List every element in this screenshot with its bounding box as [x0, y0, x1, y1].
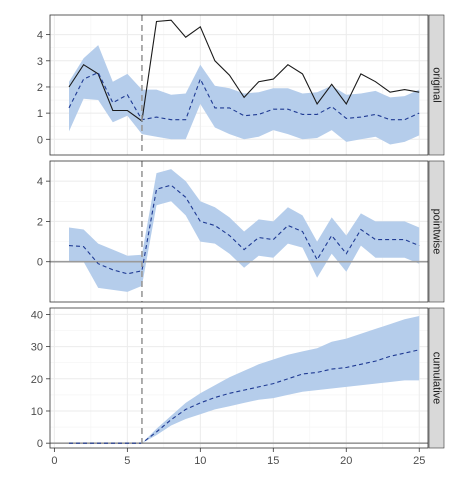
- y-tick-label: 20: [31, 374, 43, 386]
- panel-original-strip-label: original: [431, 67, 443, 102]
- panel-cumulative-strip: [428, 307, 445, 449]
- y-tick-label: 10: [31, 406, 43, 418]
- y-tick-label: 4: [37, 176, 43, 188]
- y-tick-label: 0: [37, 134, 43, 146]
- panel-cumulative-strip-label: cumulative: [431, 352, 443, 405]
- y-tick-label: 0: [37, 257, 43, 269]
- panel-original-border: [49, 14, 429, 156]
- x-tick-label: 10: [194, 455, 206, 467]
- panel-cumulative-border: [49, 307, 429, 449]
- y-tick-label: 30: [31, 342, 43, 354]
- panel-cumulative-confidence-band: [69, 316, 420, 444]
- panel-original-strip: [428, 14, 445, 156]
- y-tick-label: 40: [31, 309, 43, 321]
- panel-original-observed-line: [68, 19, 420, 122]
- x-tick-label: 5: [124, 455, 130, 467]
- panel-cumulative-mean-line: [69, 349, 420, 444]
- y-tick-label: 3: [37, 56, 43, 68]
- panel-original-mean-line: [68, 71, 420, 121]
- panel-pointwise-confidence-band: [69, 169, 420, 292]
- panel-pointwise-border: [49, 160, 429, 303]
- panel-pointwise-strip-label: pointwise: [431, 209, 443, 255]
- x-tick-label: 15: [267, 455, 279, 467]
- y-tick-label: 2: [37, 216, 43, 228]
- panel-pointwise-mean-line: [68, 184, 420, 275]
- panel-pointwise-strip: [428, 160, 445, 303]
- panel-original-confidence-band: [69, 45, 420, 145]
- x-tick-label: 25: [413, 455, 425, 467]
- y-tick-label: 1: [37, 108, 43, 120]
- y-tick-label: 2: [37, 82, 43, 94]
- x-tick-label: 20: [340, 455, 352, 467]
- x-tick-label: 0: [51, 455, 57, 467]
- y-tick-label: 0: [37, 438, 43, 450]
- y-tick-label: 4: [37, 30, 43, 42]
